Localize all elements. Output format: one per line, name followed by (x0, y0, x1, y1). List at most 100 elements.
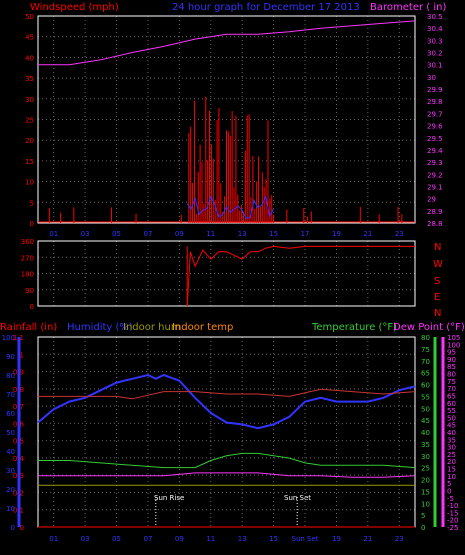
p3-dew-tick: 50 (447, 414, 456, 422)
p3-dew-tick: 40 (447, 429, 456, 437)
p3-temp-tick: 70 (421, 358, 430, 366)
p3-humidity-tick: 20 (6, 486, 15, 494)
p1-ytick-right: 28.8 (427, 220, 443, 228)
p3-dew-tick: -10 (447, 502, 458, 510)
p1-ytick-right: 30.2 (427, 50, 443, 58)
p3-humidity-tick: 70 (6, 391, 15, 399)
p1-ytick-right: 30.1 (427, 62, 443, 70)
p3-temp-tick: 80 (421, 334, 430, 342)
p3-dew-tick: 35 (447, 436, 456, 444)
p3-humidity-tick: 80 (6, 372, 15, 380)
p3-dew-tick: 5 (447, 480, 451, 488)
wind-avg-line (186, 194, 275, 219)
p3-xtick: 15 (269, 535, 278, 543)
graph-title: 24 hour graph for December 17 2013 (172, 2, 360, 13)
p3-temp-tick: 40 (421, 429, 430, 437)
p3-dew-tick: 85 (447, 363, 456, 371)
p3-xtick: 01 (49, 535, 58, 543)
p1-ytick-left: 35 (25, 75, 34, 83)
windspeed-axis-label: Windspeed (mph) (30, 2, 119, 13)
p1-ytick-right: 29.3 (427, 159, 443, 167)
humidity-line (37, 373, 416, 430)
compass-n-top: N (434, 242, 441, 253)
p3-rain-tick: 1 (20, 351, 24, 359)
rainfall-axis-label: Rainfall (in) (0, 322, 57, 333)
p3-xtick: 21 (363, 535, 372, 543)
sunrise-label: Sun Rise (154, 494, 184, 502)
dewpoint-axis-label: Dew Point (°F) (393, 322, 465, 333)
p1-ytick-right: 29.1 (427, 183, 443, 191)
p3-xtick: 11 (206, 535, 215, 543)
p1-ytick-right: 29.9 (427, 86, 443, 94)
p1-ytick-right: 29.8 (427, 98, 443, 106)
p3-temp-tick: 75 (421, 346, 430, 354)
p3-temp-tick: 10 (421, 500, 430, 508)
p3-dew-tick: 10 (447, 473, 456, 481)
humidity-axis-label: Humidity (%) (67, 322, 133, 333)
p3-temp-tick: 20 (421, 477, 430, 485)
p3-humidity-tick: 90 (6, 353, 15, 361)
p2-frame (37, 240, 416, 307)
p1-xtick: 23 (395, 230, 404, 238)
p3-dew-tick: 60 (447, 400, 456, 408)
compass-s: S (434, 276, 440, 287)
barometer-axis-label: Barometer ( in) (370, 2, 446, 13)
p3-temp-tick: 60 (421, 382, 430, 390)
p3-dew-tick: -5 (447, 495, 454, 503)
wind-direction-line (186, 245, 415, 307)
p3-dew-tick: 25 (447, 451, 456, 459)
p3-dew-tick: -15 (447, 509, 458, 517)
p1-xtick: 11 (206, 230, 215, 238)
p3-xtick: 05 (112, 535, 121, 543)
p1-xtick: 13 (238, 230, 247, 238)
p2-ytick: 0 (30, 303, 34, 311)
p3-temp-tick: 30 (421, 453, 430, 461)
p1-ytick-left: 20 (25, 137, 34, 145)
p3-xtick: 09 (175, 535, 184, 543)
p3-temp-tick: 35 (421, 441, 430, 449)
p1-ytick-left: 40 (25, 54, 34, 62)
p1-ytick-left: 5 (30, 199, 34, 207)
p1-ytick-right: 29.5 (427, 135, 443, 143)
p1-ytick-right: 28.9 (427, 208, 443, 216)
p3-dew-tick: -25 (447, 524, 458, 532)
p3-dew-tick: 100 (447, 341, 460, 349)
p3-dew-tick: 45 (447, 422, 456, 430)
p1-xtick: 21 (363, 230, 372, 238)
p1-ytick-left: 25 (25, 117, 34, 125)
p1-xtick: 15 (269, 230, 278, 238)
indoor-temp-line (38, 388, 416, 400)
p3-dew-tick: 55 (447, 407, 456, 415)
p1-xtick: 17 (301, 230, 310, 238)
p3-humidity-tick: 50 (6, 429, 15, 437)
p1-xtick: 07 (143, 230, 152, 238)
barometer-line (38, 20, 416, 66)
p3-temp-tick: 25 (421, 465, 430, 473)
dewpoint-line (38, 472, 416, 478)
p3-dew-tick: 75 (447, 378, 456, 386)
p3-xtick: 07 (143, 535, 152, 543)
temperature-axis-label: Temperature (°F) (311, 322, 397, 333)
p2-ytick: 180 (21, 271, 34, 279)
p3-temp-tick: 65 (421, 370, 430, 378)
p3-temp-tick: 45 (421, 417, 430, 425)
p3-xtick: Sun Set (292, 535, 319, 543)
p3-frame (37, 336, 416, 528)
p1-ytick-right: 29.2 (427, 171, 443, 179)
p3-dew-tick: 90 (447, 356, 456, 364)
p3-humidity-tick: 60 (6, 410, 15, 418)
p1-xtick: 19 (332, 230, 341, 238)
p3-humidity-tick: 100 (2, 334, 15, 342)
p3-xtick: 13 (238, 535, 247, 543)
p1-xtick: 03 (81, 230, 90, 238)
p3-dew-tick: 30 (447, 444, 456, 452)
p1-ytick-right: 30.5 (427, 13, 443, 21)
p3-temp-tick: 50 (421, 405, 430, 413)
p1-ytick-right: 30.3 (427, 37, 443, 45)
p3-xtick: 19 (332, 535, 341, 543)
p1-ytick-left: 15 (25, 158, 34, 166)
p1-ytick-left: 0 (30, 220, 34, 228)
compass-w: W (433, 259, 443, 270)
p1-ytick-right: 30.4 (427, 25, 443, 33)
